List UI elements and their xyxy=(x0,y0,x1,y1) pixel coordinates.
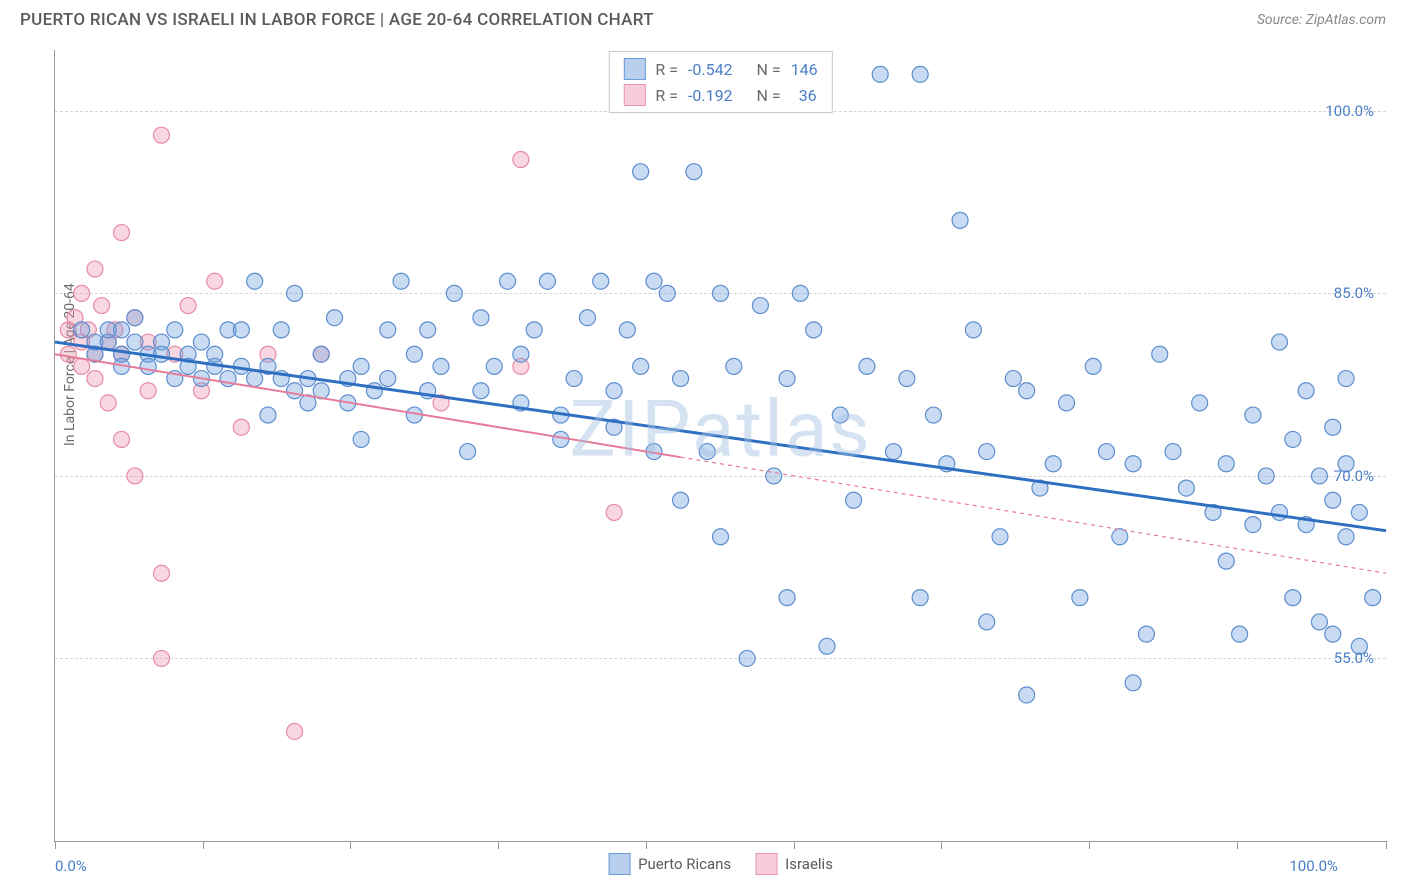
n-value-pink: 36 xyxy=(791,86,817,105)
correlation-legend: R = -0.542 N = 146 R = -0.192 N = 36 xyxy=(608,51,832,113)
y-tick-label: 55.0% xyxy=(1334,649,1374,667)
scatter-plot-svg xyxy=(55,50,1386,841)
series-name-pink: Israelis xyxy=(785,855,833,873)
legend-item-pink: Israelis xyxy=(755,853,833,875)
n-label-blue: N = xyxy=(757,60,781,79)
swatch-blue-bottom-icon xyxy=(608,853,630,875)
chart-title: PUERTO RICAN VS ISRAELI IN LABOR FORCE |… xyxy=(20,10,654,30)
y-tick-label: 70.0% xyxy=(1334,467,1374,485)
y-tick-label: 100.0% xyxy=(1325,102,1374,120)
r-label-pink: R = xyxy=(655,86,678,105)
r-value-blue: -0.542 xyxy=(688,60,733,79)
x-axis-min-label: 0.0% xyxy=(55,857,87,875)
r-label-blue: R = xyxy=(655,60,678,79)
swatch-blue-icon xyxy=(623,58,645,80)
legend-item-blue: Puerto Ricans xyxy=(608,853,731,875)
chart-plot-area: In Labor Force | Age 20-64 ZIPatlas R = … xyxy=(54,50,1386,842)
n-label-pink: N = xyxy=(757,86,781,105)
y-tick-label: 85.0% xyxy=(1334,284,1374,302)
x-axis-max-label: 100.0% xyxy=(1289,857,1338,875)
swatch-pink-bottom-icon xyxy=(755,853,777,875)
r-value-pink: -0.192 xyxy=(688,86,733,105)
legend-row-blue: R = -0.542 N = 146 xyxy=(623,56,817,82)
series-legend: Puerto Ricans Israelis xyxy=(608,853,833,875)
swatch-pink-icon xyxy=(623,84,645,106)
series-name-blue: Puerto Ricans xyxy=(638,855,731,873)
n-value-blue: 146 xyxy=(791,60,818,79)
legend-row-pink: R = -0.192 N = 36 xyxy=(623,82,817,108)
source-label: Source: ZipAtlas.com xyxy=(1257,12,1386,28)
